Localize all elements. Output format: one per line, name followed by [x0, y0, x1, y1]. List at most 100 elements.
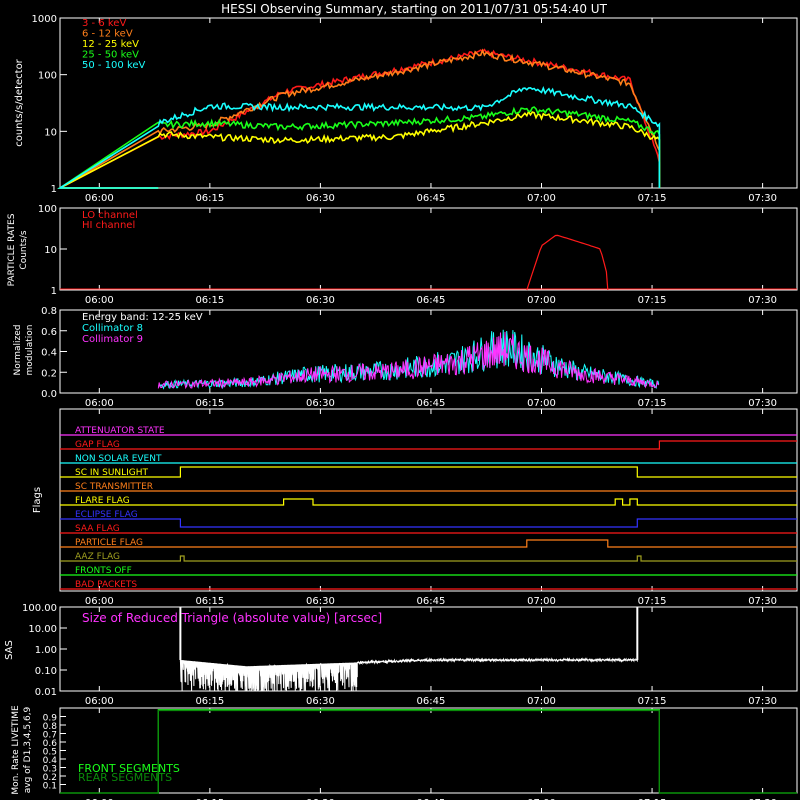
flag-label: NON SOLAR EVENT [75, 454, 162, 464]
rates-panel-xtick-label: 06:45 [417, 193, 446, 204]
particle-panel-xtick-label: 07:15 [638, 295, 667, 306]
modulation-panel-xtick-label: 06:30 [306, 398, 335, 409]
rates-panel-xtick-label: 07:15 [638, 193, 667, 204]
ytick-label: 1.00 [35, 645, 57, 656]
rates-legend-entry: 3 - 6 keV [82, 18, 126, 29]
flags-panel-xtick-label: 07:15 [638, 596, 667, 607]
plot-layer: 06:00 06:15 06:30 06:45 07:00 07:15 07:3011010… [4, 14, 798, 800]
flags-panel-xtick-label: 06:00 [85, 596, 114, 607]
ytick-label: 0.01 [35, 687, 57, 698]
modulation-panel-xtick-label: 06:00 [85, 398, 114, 409]
ytick-label: 0.0 [41, 389, 57, 400]
modulation-legend-entry: Collimator 8 [82, 323, 143, 334]
ytick-label: 0.2 [41, 368, 57, 379]
flag-line [60, 539, 797, 548]
rates-legend-entry: 12 - 25 keV [82, 39, 139, 50]
sas-panel-xtick-label: 06:30 [306, 696, 335, 707]
flag-label: AAZ FLAG [75, 552, 120, 562]
hi-channel-line [526, 234, 609, 291]
ytick-label: 0.4 [41, 348, 57, 359]
flags-panel-xtick-label: 06:15 [195, 596, 224, 607]
livetime-panel-xtick-label: 06:30 [306, 798, 335, 800]
sas-panel-xtick-label: 07:00 [527, 696, 556, 707]
ytick-label: 100 [38, 204, 57, 215]
ytick-label: 0.1 [43, 782, 57, 792]
flags-panel-xtick-label: 07:00 [527, 596, 556, 607]
figure-title: HESSI Observing Summary, starting on 201… [221, 2, 607, 16]
particle-panel-xtick-label: 07:30 [748, 295, 777, 306]
modulation-legend-entry: Collimator 9 [82, 334, 143, 345]
livetime-series-line [60, 709, 797, 794]
ytick-label: 0.2 [43, 773, 57, 783]
rates-ylabel: counts/s/detector [14, 58, 25, 146]
flags-ylabel: Flags [32, 487, 43, 513]
modulation-ylabel: Normalized [13, 324, 23, 375]
modulation-series-line [157, 331, 660, 390]
livetime-ylabel: Mon. Rate LIVETIME [11, 705, 21, 795]
livetime-panel-xtick-label: 06:45 [417, 798, 446, 800]
ytick-label: 0.5 [43, 748, 57, 758]
ytick-label: 1 [51, 184, 57, 195]
livetime-legend-entry: REAR SEGMENTS [78, 771, 172, 784]
sas-panel-xtick-label: 07:30 [748, 696, 777, 707]
flag-line [60, 518, 797, 528]
livetime-panel-xtick-label: 07:15 [638, 798, 667, 800]
flag-label: PARTICLE FLAG [75, 538, 143, 548]
livetime-panel-xtick-label: 06:00 [85, 798, 114, 800]
modulation-ylabel: modulation [25, 325, 35, 376]
modulation-panel-xtick-label: 07:15 [638, 398, 667, 409]
ytick-label: 0.3 [43, 765, 57, 775]
ytick-label: 0.4 [43, 756, 58, 766]
ytick-label: 100.00 [22, 603, 57, 614]
modulation-panel-xtick-label: 07:00 [527, 398, 556, 409]
ytick-label: 0.8 [41, 306, 57, 317]
sas-ylabel: SAS [4, 640, 15, 660]
flag-line [60, 498, 797, 506]
livetime-panel-xtick-label: 06:15 [195, 798, 224, 800]
sas-series-line [179, 657, 638, 692]
particle-ylabel: PARTICLE RATES [7, 213, 17, 286]
rates-series-line [57, 86, 661, 189]
flag-label: SC TRANSMITTER [75, 482, 153, 492]
rates-panel [59, 17, 798, 189]
flags-panel-xtick-label: 06:30 [306, 596, 335, 607]
rates-series-line [57, 48, 661, 189]
particle-panel-xtick-label: 06:15 [195, 295, 224, 306]
ytick-label: 0.8 [43, 722, 58, 732]
rates-legend-entry: 50 - 100 keV [82, 60, 146, 71]
sas-panel-xtick-label: 06:00 [85, 696, 114, 707]
modulation-panel-xtick-label: 06:45 [417, 398, 446, 409]
flag-label: FRONTS OFF [75, 566, 132, 576]
flags-panel-xtick-label: 06:45 [417, 596, 446, 607]
sas-panel-xtick-label: 07:15 [638, 696, 667, 707]
rates-legend-entry: 25 - 50 keV [82, 50, 139, 61]
particle-ylabel: Counts/s [19, 230, 29, 269]
flag-label: FLARE FLAG [75, 496, 130, 506]
ytick-label: 0.10 [35, 666, 57, 677]
particle-legend-entry: LO channel [82, 210, 138, 221]
particle-panel-xtick-label: 06:30 [306, 295, 335, 306]
flag-label: SAA FLAG [75, 524, 120, 534]
flag-label: GAP FLAG [75, 440, 120, 450]
sas-panel-xtick-label: 06:45 [417, 696, 446, 707]
ytick-label: 100 [38, 71, 57, 82]
ytick-label: 10.00 [28, 624, 57, 635]
livetime-legend-entry: FRONT SEGMENTS [78, 762, 180, 775]
rates-panel-xtick-label: 07:30 [748, 193, 777, 204]
rates-panel-xtick-label: 07:00 [527, 193, 556, 204]
flag-label: ECLIPSE FLAG [75, 510, 138, 520]
flag-line [60, 440, 797, 450]
flag-label: SC IN SUNLIGHT [75, 468, 149, 478]
rates-panel-xtick-label: 06:30 [306, 193, 335, 204]
ytick-label: 0.7 [43, 731, 57, 741]
modulation-panel-xtick-label: 06:15 [195, 398, 224, 409]
livetime-panel-xtick-label: 07:30 [748, 798, 777, 800]
livetime-panel-xtick-label: 07:00 [527, 798, 556, 800]
particle-panel-xtick-label: 07:00 [527, 295, 556, 306]
flag-label: BAD PACKETS [75, 580, 137, 590]
particle-panel-xtick-label: 06:45 [417, 295, 446, 306]
particle-panel [59, 207, 798, 291]
ytick-label: 1 [51, 286, 57, 297]
flag-line [60, 555, 797, 562]
